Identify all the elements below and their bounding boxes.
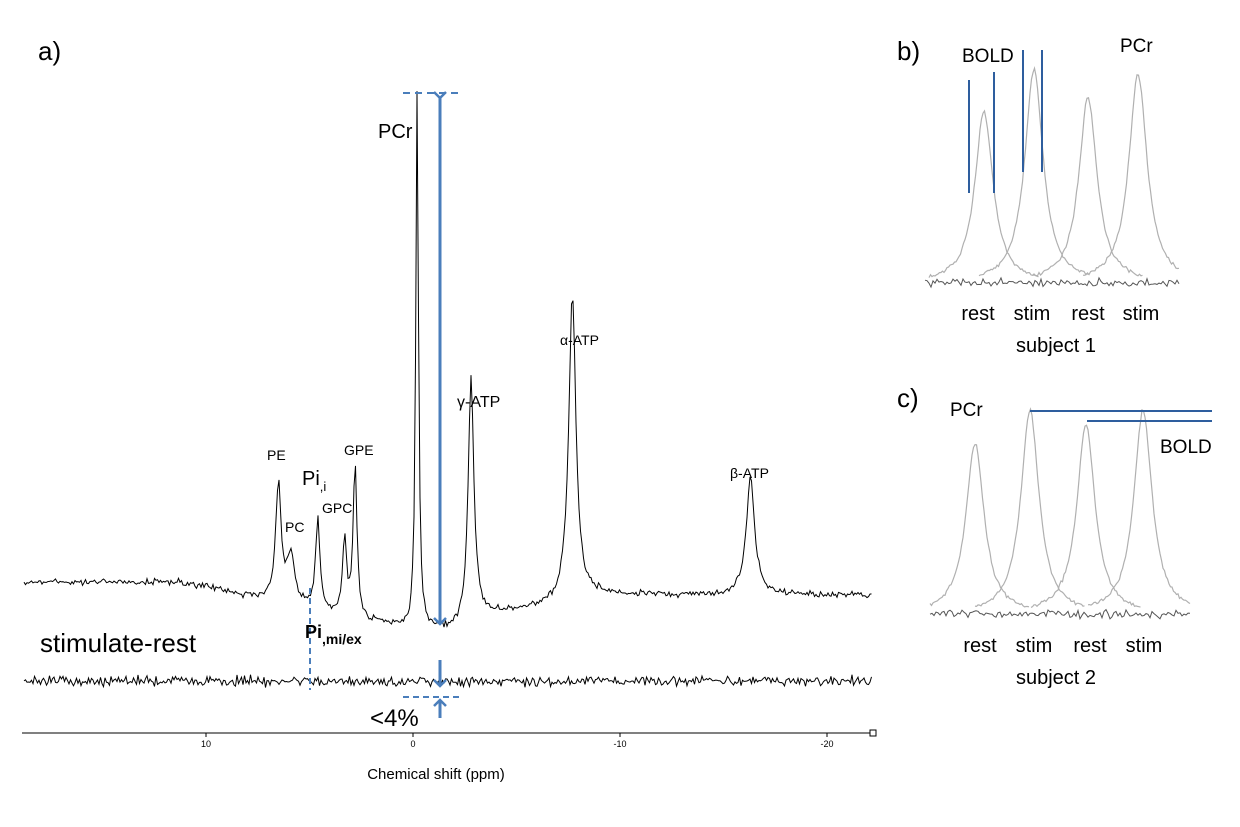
b-peak-4 bbox=[1082, 74, 1180, 276]
label-gamma-atp: γ-ATP bbox=[457, 394, 500, 411]
b-condition-1: rest bbox=[961, 303, 995, 325]
c-peak-4 bbox=[1087, 409, 1191, 606]
label-beta-atp: β-ATP bbox=[730, 465, 769, 481]
difference-spectrum-trace bbox=[23, 674, 872, 689]
b-subject-title: subject 1 bbox=[1016, 335, 1096, 357]
panel-c-traces bbox=[929, 407, 1191, 621]
b-pcr-label: PCr bbox=[1120, 36, 1153, 57]
b-condition-2: stim bbox=[1014, 303, 1051, 325]
label-pi-i: Pi,i bbox=[302, 468, 326, 494]
x-ticks: 10 0 -10 -20 bbox=[201, 733, 834, 749]
x-tick-label: -20 bbox=[820, 739, 833, 749]
b-condition-4: stim bbox=[1123, 303, 1160, 325]
c-subject-title: subject 2 bbox=[1016, 667, 1096, 689]
c-condition-3: rest bbox=[1073, 635, 1107, 657]
axis-end-marker bbox=[869, 729, 877, 737]
x-tick-label: -10 bbox=[613, 739, 626, 749]
c-condition-2: stim bbox=[1016, 635, 1053, 657]
label-gpc: GPC bbox=[322, 500, 352, 516]
b-baseline bbox=[924, 276, 1180, 289]
b-condition-3: rest bbox=[1071, 303, 1105, 325]
x-axis-title: Chemical shift (ppm) bbox=[367, 766, 505, 783]
panel-a-spectrum: 10 0 -10 -20 Chemical shift (ppm) PCr γ-ATP… bbox=[22, 91, 877, 783]
label-alpha-atp: α-ATP bbox=[560, 332, 599, 348]
label-pe: PE bbox=[267, 447, 286, 463]
main-spectrum-trace bbox=[23, 91, 872, 628]
c-pcr-label: PCr bbox=[950, 400, 983, 421]
panel-c-stack: BOLD PCr rest stim rest stim subject 2 bbox=[929, 400, 1212, 689]
c-baseline bbox=[929, 608, 1191, 621]
b-peak-3 bbox=[1032, 97, 1143, 277]
c-peak-3 bbox=[1030, 424, 1141, 608]
c-bold-label: BOLD bbox=[1160, 437, 1212, 458]
label-pi-mi-ex: Pi,mi/ex bbox=[305, 622, 362, 647]
difference-label: stimulate-rest bbox=[40, 628, 197, 658]
label-gpe: GPE bbox=[344, 442, 374, 458]
panel-b-label: b) bbox=[897, 36, 920, 66]
b-bold-label: BOLD bbox=[962, 46, 1014, 67]
x-tick-label: 10 bbox=[201, 739, 211, 749]
label-pcr: PCr bbox=[378, 121, 413, 143]
percent-label: <4% bbox=[370, 705, 419, 732]
panel-a-label: a) bbox=[38, 36, 61, 66]
panel-c-label: c) bbox=[897, 383, 919, 413]
panel-b-traces bbox=[924, 65, 1180, 289]
c-condition-1: rest bbox=[963, 635, 997, 657]
c-condition-4: stim bbox=[1126, 635, 1163, 657]
label-pc: PC bbox=[285, 519, 304, 535]
x-tick-label: 0 bbox=[410, 739, 415, 749]
c-peak-2 bbox=[974, 407, 1085, 608]
c-peak-1 bbox=[929, 443, 1030, 608]
b-peak-1 bbox=[928, 109, 1039, 278]
panel-b-stack: BOLD PCr rest stim rest stim subject 1 bbox=[924, 36, 1180, 357]
b-peak-2 bbox=[978, 65, 1089, 277]
